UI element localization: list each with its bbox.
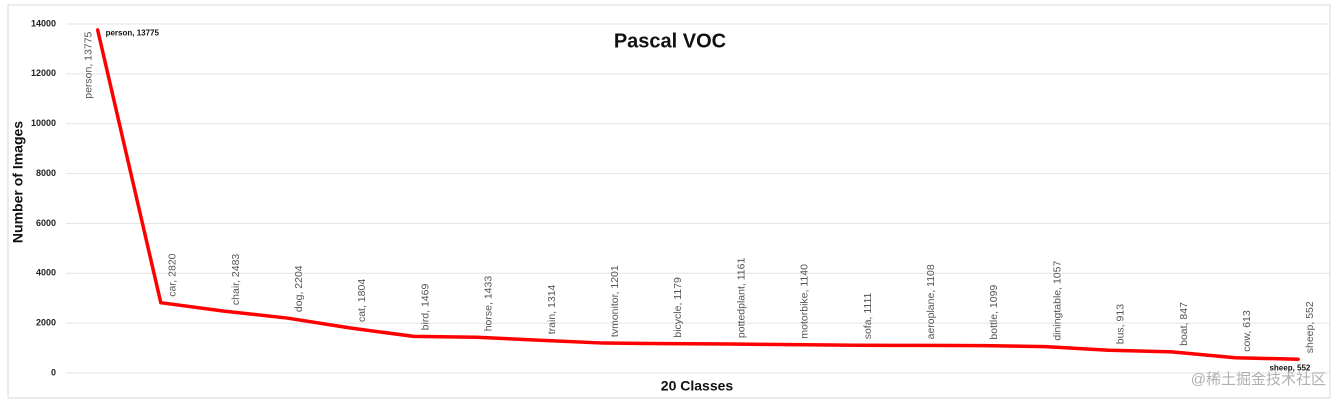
data-point: [538, 338, 542, 342]
data-label: cow, 613: [1241, 310, 1253, 352]
data-label: bus, 913: [1115, 304, 1127, 344]
data-label: dog, 2204: [293, 265, 305, 312]
data-label: bottle, 1099: [988, 285, 1000, 340]
data-point: [728, 342, 732, 346]
data-point: [791, 343, 795, 347]
data-point: [412, 334, 416, 338]
data-point: [664, 342, 668, 346]
y-tick-label: 2000: [36, 318, 56, 328]
data-point: [1296, 357, 1300, 361]
y-tick-label: 4000: [36, 268, 56, 278]
data-point: [159, 301, 163, 305]
data-point: [348, 326, 352, 330]
data-label: pottedplant, 1161: [735, 258, 747, 339]
data-point: [475, 335, 479, 339]
data-label: person, 13775: [82, 31, 94, 98]
data-point: [222, 309, 226, 313]
data-point: [1044, 345, 1048, 349]
data-label: cat, 1804: [356, 279, 368, 322]
data-point: [285, 316, 289, 320]
data-label: chair, 2483: [230, 254, 242, 306]
data-label: bicycle, 1179: [672, 277, 684, 338]
data-point: [1233, 356, 1237, 360]
data-label: bird, 1469: [419, 284, 431, 331]
y-tick-label: 10000: [31, 118, 56, 128]
y-tick-label: 12000: [31, 68, 56, 78]
data-label: sofa, 1111: [862, 292, 874, 339]
y-tick-label: 0: [51, 367, 56, 377]
data-point: [601, 341, 605, 345]
y-tick-label: 6000: [36, 218, 56, 228]
data-label: horse, 1433: [483, 276, 495, 332]
data-point: [854, 343, 858, 347]
data-point: [96, 28, 100, 32]
data-point: [980, 344, 984, 348]
data-label: diningtable, 1057: [1051, 261, 1063, 341]
annotation: person, 13775: [106, 29, 160, 38]
data-label: sheep, 552: [1304, 301, 1316, 353]
data-label: boat, 847: [1178, 302, 1190, 346]
data-label: aeroplane, 1108: [925, 264, 937, 339]
data-label: car, 2820: [167, 253, 179, 296]
data-point: [917, 343, 921, 347]
data-line: [95, 29, 1299, 361]
data-point: [1170, 350, 1174, 354]
watermark: @稀土掘金技术社区: [1191, 371, 1326, 388]
chart-title: Pascal VOC: [614, 30, 726, 52]
data-label: motorbike, 1140: [799, 264, 811, 339]
y-tick-label: 14000: [31, 18, 56, 28]
data-label: train, 1314: [546, 284, 558, 334]
chart-frame: [7, 4, 1331, 399]
y-tick-label: 8000: [36, 168, 56, 178]
annotation: sheep, 552: [1269, 363, 1310, 372]
data-label: tvmonitor, 1201: [609, 265, 621, 337]
data-point: [1107, 348, 1111, 352]
y-axis-title: Number of Images: [10, 121, 26, 243]
x-axis-title: 20 Classes: [661, 378, 734, 394]
